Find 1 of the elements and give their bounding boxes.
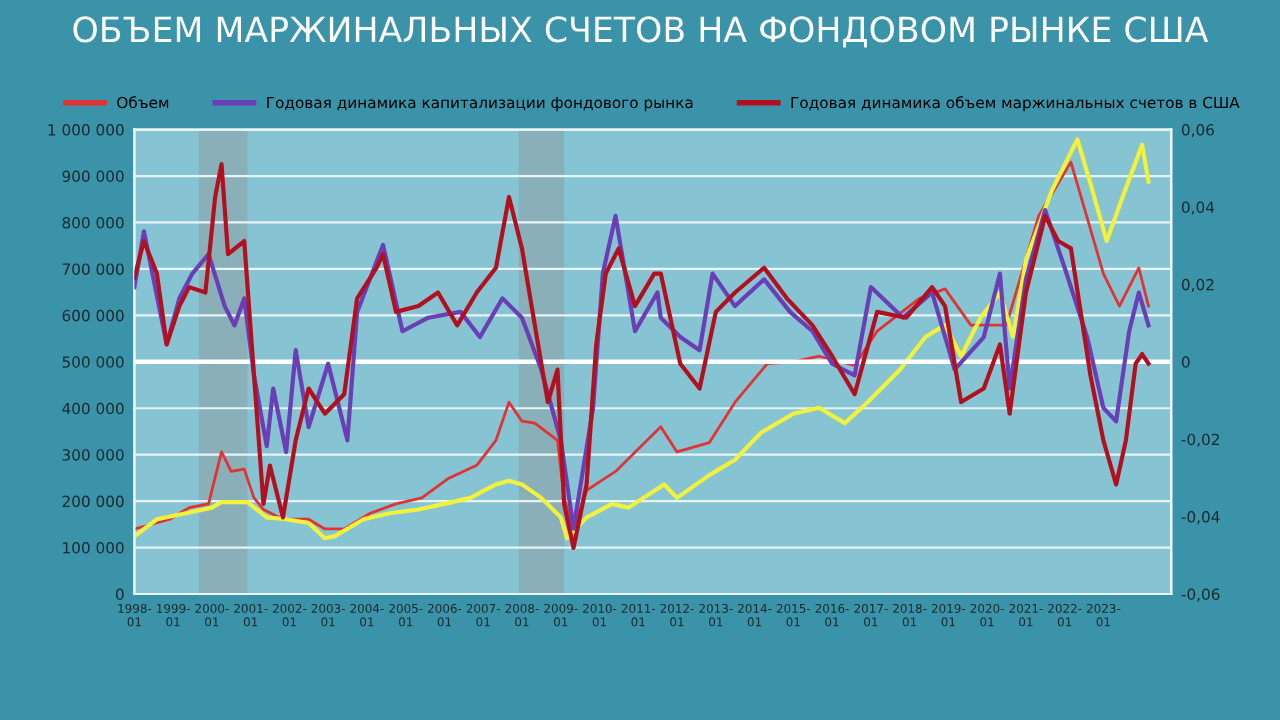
chart-title: ОБЪЕМ МАРЖИНАЛЬНЫХ СЧЕТОВ НА ФОНДОВОМ РЫНКЕ США xyxy=(73,16,1209,48)
